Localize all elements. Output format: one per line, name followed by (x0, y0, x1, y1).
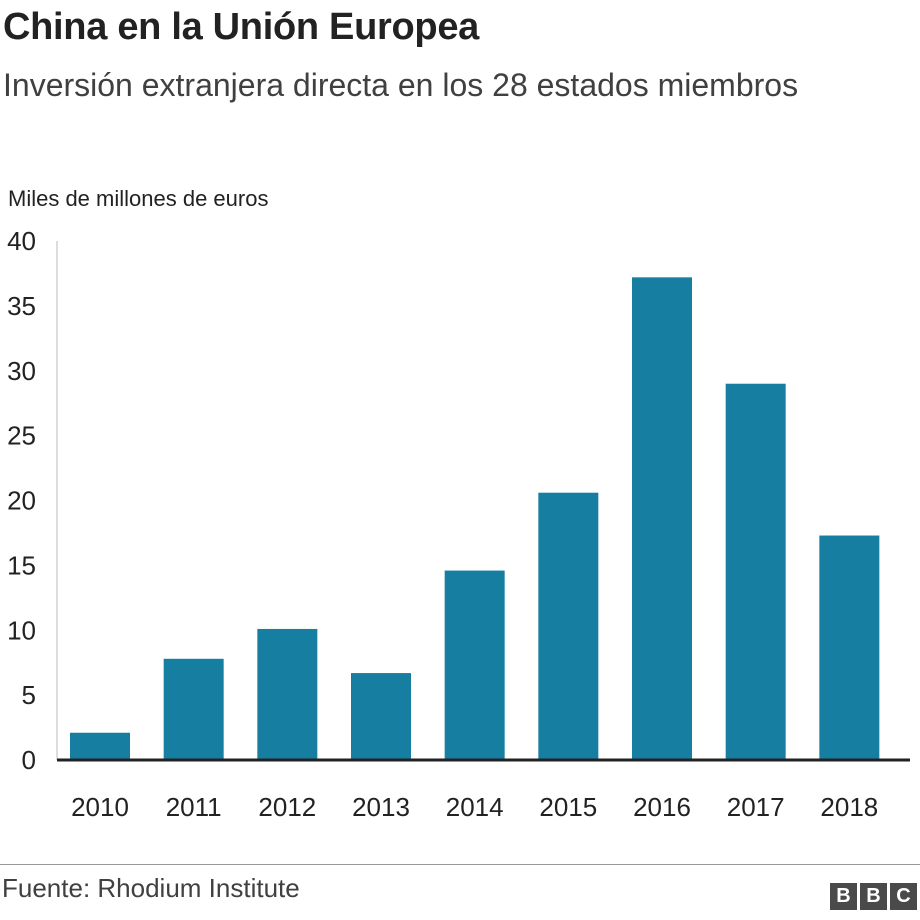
x-tick-label: 2012 (258, 792, 316, 822)
y-tick-label: 5 (22, 680, 36, 710)
chart-subtitle: Inversión extranjera directa en los 28 e… (3, 67, 799, 103)
y-tick-label: 0 (22, 745, 36, 775)
source-note: Fuente: Rhodium Institute (2, 873, 300, 903)
y-tick-label: 15 (7, 550, 36, 580)
x-axis: 2010 2011 2012 2013 2014 2015 2016 2017 2018 (57, 758, 910, 822)
y-tick-label: 40 (7, 226, 36, 256)
x-tick-label: 2013 (352, 792, 410, 822)
y-tick-label: 10 (7, 615, 36, 645)
logo-letter: B (860, 883, 887, 910)
logo-letter: C (890, 883, 917, 910)
y-axis: 0 5 10 15 20 25 30 35 40 (7, 226, 58, 775)
bar-2011 (163, 658, 224, 760)
x-tick-label: 2016 (633, 792, 691, 822)
bar-2012 (257, 628, 318, 760)
y-tick-label: 20 (7, 486, 36, 516)
bar-2016 (632, 277, 692, 760)
bbc-logo: B B C (830, 883, 917, 910)
bar-chart: Miles de millones de euros 0 5 10 15 20 25 30 3… (7, 186, 910, 822)
x-tick-label: 2018 (820, 792, 878, 822)
bars (70, 277, 880, 760)
logo-letter: B (830, 883, 857, 910)
x-tick-label: 2015 (539, 792, 597, 822)
y-tick-label: 25 (7, 421, 36, 451)
bar-2010 (70, 732, 130, 760)
footer-divider (0, 864, 920, 865)
x-tick-label: 2010 (71, 792, 129, 822)
y-axis-label: Miles de millones de euros (8, 186, 268, 211)
y-tick-label: 35 (7, 291, 36, 321)
y-tick-label: 30 (7, 356, 36, 386)
bar-2015 (538, 492, 599, 760)
bar-2017 (725, 383, 786, 760)
chart-title: China en la Unión Europea (3, 6, 479, 48)
bar-2013 (351, 673, 411, 760)
x-tick-label: 2014 (446, 792, 504, 822)
x-tick-label: 2017 (727, 792, 785, 822)
x-tick-label: 2011 (166, 792, 222, 822)
bar-2014 (444, 570, 505, 760)
bar-2018 (819, 535, 880, 760)
